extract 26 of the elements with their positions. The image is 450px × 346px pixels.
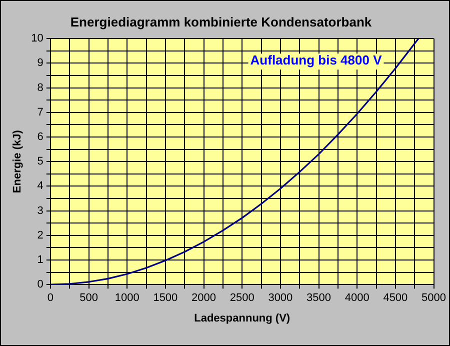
y-tick-label: 7 — [37, 106, 44, 118]
x-axis-title: Ladespannung (V) — [194, 312, 290, 324]
x-tick-label: 5000 — [422, 292, 446, 304]
y-tick-label: 0 — [37, 278, 44, 291]
x-tick-label: 4500 — [383, 292, 408, 304]
x-tick-label: 1000 — [114, 292, 140, 304]
x-tick-label: 2000 — [192, 292, 216, 304]
chart-title: Energiediagramm kombinierte Kondensatorbank — [70, 14, 372, 30]
y-tick-label: 2 — [37, 229, 44, 242]
x-tick-label: 4000 — [344, 292, 370, 304]
y-tick-label: 4 — [37, 180, 44, 192]
x-tick-label: 500 — [80, 292, 98, 304]
x-tick-label: 3500 — [306, 292, 332, 304]
y-tick-label: 8 — [37, 82, 44, 94]
x-tick-label: 0 — [47, 292, 54, 304]
x-tick-label: 2500 — [230, 292, 254, 304]
y-tick-label: 9 — [37, 57, 44, 70]
y-tick-label: 6 — [37, 131, 44, 144]
x-tick-label: 3000 — [268, 292, 293, 304]
y-tick-label: 10 — [31, 32, 44, 45]
annotation: Aufladung bis 4800 V — [250, 52, 382, 68]
y-tick-label: 1 — [37, 254, 44, 266]
x-tick-label: 1500 — [153, 292, 178, 304]
y-tick-label: 5 — [37, 156, 44, 168]
y-axis-title: Energie (kJ) — [12, 130, 24, 194]
y-tick-label: 3 — [37, 204, 44, 217]
